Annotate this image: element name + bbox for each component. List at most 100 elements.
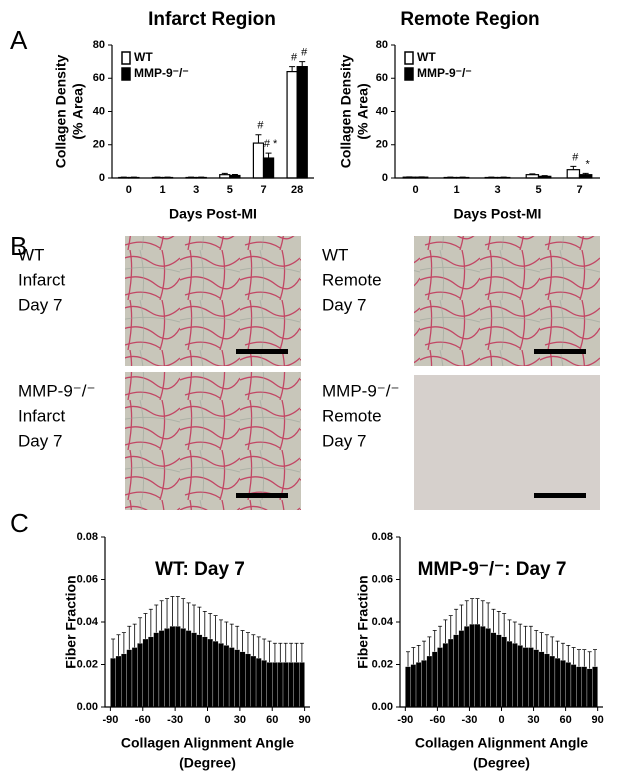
panel-label: B — [10, 231, 27, 261]
bar — [410, 664, 417, 708]
x-tick-label: 90 — [298, 714, 310, 726]
bar — [207, 638, 214, 708]
y-axis-label: Fiber Fraction — [355, 575, 371, 668]
bar — [565, 662, 572, 708]
error-bar — [202, 610, 207, 637]
error-bar — [470, 598, 475, 625]
x-tick-label: -60 — [135, 714, 151, 726]
error-bar — [496, 610, 501, 635]
bar — [581, 666, 588, 708]
x-tick-label: 3 — [494, 184, 500, 196]
error-bar — [218, 619, 223, 644]
x-axis-label: (Degree) — [179, 755, 236, 771]
error-bar — [422, 640, 427, 661]
error-bar — [299, 61, 306, 67]
significance-marker: # — [257, 120, 264, 132]
error-bar — [138, 617, 143, 644]
bar — [506, 640, 513, 708]
bar — [554, 657, 561, 708]
significance-marker: # * — [264, 138, 278, 150]
bar — [169, 626, 176, 708]
bar — [592, 666, 598, 708]
error-bar — [132, 623, 137, 648]
bar — [533, 649, 540, 708]
image-label: Infarct — [18, 406, 66, 425]
bar — [576, 666, 582, 708]
axis-line — [399, 537, 603, 708]
x-tick-label: -30 — [461, 714, 477, 726]
bar — [212, 640, 219, 708]
bar — [277, 662, 284, 708]
panel-label: A — [10, 25, 28, 55]
bar — [239, 651, 246, 708]
significance-marker: # — [291, 52, 298, 64]
y-tick-label: 0.02 — [77, 658, 98, 670]
error-bar — [475, 598, 480, 625]
y-tick-label: 0.08 — [372, 531, 393, 543]
y-tick-label: 0.06 — [372, 573, 393, 585]
bar — [185, 630, 192, 708]
error-bar — [299, 642, 304, 663]
bar — [299, 662, 305, 708]
bar — [447, 638, 454, 708]
x-tick-label: 28 — [291, 184, 303, 196]
bar — [153, 632, 160, 708]
error-bar — [289, 66, 296, 72]
bar — [261, 660, 267, 708]
error-bar — [443, 619, 448, 644]
significance-marker: * — [586, 158, 591, 170]
image-label: WT — [322, 245, 348, 264]
error-bar — [512, 621, 517, 644]
x-tick-label: 7 — [576, 184, 582, 196]
bar — [415, 662, 422, 708]
y-tick-label: 40 — [93, 105, 105, 117]
x-tick-label: -90 — [102, 714, 118, 726]
bar — [501, 636, 507, 708]
x-tick-label: 0 — [204, 714, 210, 726]
panel-b-images — [125, 236, 600, 510]
error-bar — [464, 600, 469, 627]
y-axis-label: (% Area) — [70, 83, 86, 139]
x-axis-label: (Degree) — [473, 755, 530, 771]
bar — [126, 649, 133, 708]
error-bar — [224, 621, 229, 646]
panel-label: C — [10, 508, 29, 538]
bar — [490, 632, 497, 708]
legend-swatch — [121, 51, 131, 65]
x-tick-label: 90 — [592, 714, 604, 726]
x-tick-label: 0 — [126, 184, 132, 196]
bar — [566, 169, 581, 179]
error-bar — [523, 625, 528, 648]
legend-label: WT — [134, 50, 153, 64]
bar — [560, 660, 566, 708]
error-bar — [576, 649, 581, 667]
error-bar — [294, 642, 299, 663]
error-bar — [502, 613, 507, 637]
bar — [228, 647, 235, 708]
error-bar — [251, 634, 256, 656]
chart-title: WT: Day 7 — [155, 559, 245, 580]
error-bar — [197, 606, 202, 635]
bar — [496, 634, 502, 708]
legend-swatch — [404, 51, 414, 65]
x-axis-label: Collagen Alignment Angle — [415, 735, 588, 751]
y-axis-label: (% Area) — [355, 83, 371, 139]
bar — [282, 662, 289, 708]
error-bar — [491, 608, 496, 633]
scale-bar — [534, 349, 586, 354]
micrograph — [125, 372, 301, 510]
bar — [538, 651, 545, 708]
error-bar — [278, 642, 283, 663]
micrograph — [414, 236, 600, 366]
x-tick-label: 7 — [260, 184, 266, 196]
error-bar — [235, 625, 240, 650]
bar — [164, 628, 170, 708]
error-bar — [256, 636, 261, 659]
x-tick-label: 5 — [227, 184, 233, 196]
bar — [252, 142, 265, 179]
bar — [158, 630, 165, 708]
error-bar — [448, 615, 453, 639]
bar — [485, 628, 491, 708]
bar — [131, 647, 138, 708]
